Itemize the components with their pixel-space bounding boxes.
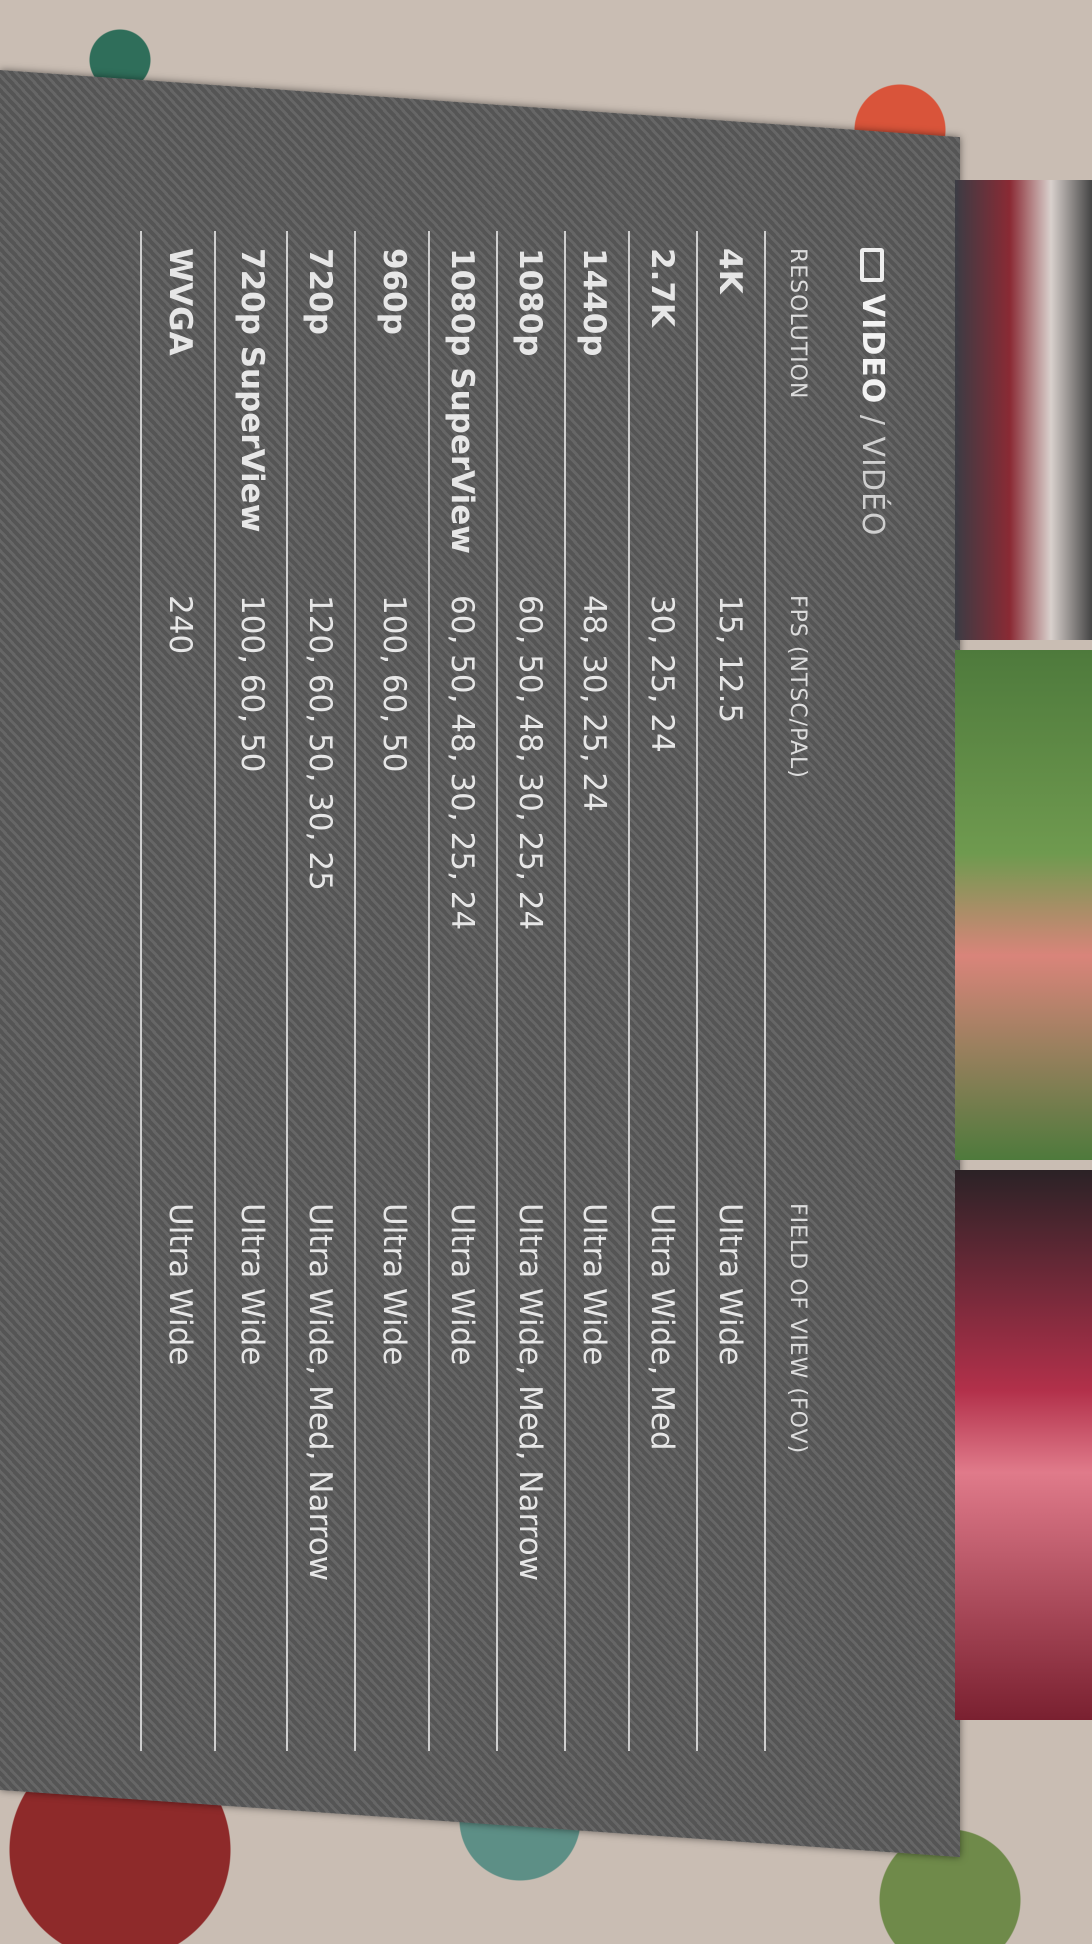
resolution-cell: 1080p SuperView	[444, 248, 480, 554]
table-row: 720p 120, 60, 50, 30, 25 Ultra Wide, Med, …	[284, 211, 352, 1751]
fov-cell: Ultra Wide, Med	[644, 1203, 680, 1451]
table-row: 1440p 48, 30, 25, 24 Ultra Wide	[558, 211, 626, 1751]
resolution-cell: 720p SuperView	[234, 248, 270, 533]
fps-cell: 100, 60, 50	[234, 595, 270, 773]
row-divider	[214, 231, 216, 1751]
resolution-cell: 1440p	[576, 248, 612, 357]
fps-cell: 60, 50, 48, 30, 25, 24	[444, 595, 480, 931]
fov-cell: Ultra Wide, Med, Narrow	[302, 1203, 338, 1582]
fov-cell: Ultra Wide	[234, 1203, 270, 1366]
table-row: 1080p 60, 50, 48, 30, 25, 24 Ultra Wide, M…	[494, 211, 562, 1751]
row-divider	[628, 231, 630, 1751]
row-divider	[286, 231, 288, 1751]
column-header-resolution: RESOLUTION	[785, 248, 810, 400]
fps-cell: 60, 50, 48, 30, 25, 24	[512, 595, 548, 931]
table-title: VIDEO / VIDÉO	[855, 248, 890, 537]
fps-cell: 240	[162, 595, 198, 655]
fov-cell: Ultra Wide	[376, 1203, 412, 1366]
resolution-cell: 960p	[376, 248, 412, 335]
photo-strip	[955, 180, 1092, 1720]
table-row: 4K 15, 12.5 Ultra Wide	[694, 211, 762, 1751]
table-row: WVGA 240 Ultra Wide	[144, 211, 212, 1751]
photo-bike	[955, 180, 1092, 640]
fps-cell: 100, 60, 50	[376, 595, 412, 773]
row-divider	[696, 231, 698, 1751]
fov-cell: Ultra Wide	[162, 1203, 198, 1366]
resolution-cell: WVGA	[162, 248, 198, 356]
row-divider	[354, 231, 356, 1751]
fov-cell: Ultra Wide	[576, 1203, 612, 1366]
row-divider	[564, 231, 566, 1751]
resolution-cell: 1080p	[512, 248, 548, 357]
video-spec-table: VIDEO / VIDÉO RESOLUTION FPS (NTSC/PAL) …	[99, 211, 942, 1771]
row-divider	[764, 231, 766, 1751]
resolution-cell: 2.7K	[644, 248, 680, 327]
table-row: 720p SuperView 100, 60, 50 Ultra Wide	[216, 211, 284, 1751]
resolution-cell: 720p	[302, 248, 338, 335]
table-row: 2.7K 30, 25, 24 Ultra Wide, Med	[626, 211, 694, 1751]
table-row: 1080p SuperView 60, 50, 48, 30, 25, 24 Ult…	[426, 211, 494, 1751]
row-divider	[496, 231, 498, 1751]
resolution-cell: 4K	[712, 248, 748, 294]
fps-cell: 48, 30, 25, 24	[576, 595, 612, 812]
photo-hands	[955, 650, 1092, 1160]
column-header-fps: FPS (NTSC/PAL)	[785, 595, 810, 779]
column-header-fov: FIELD OF VIEW (FOV)	[785, 1203, 810, 1455]
row-divider	[140, 231, 142, 1751]
fps-cell: 120, 60, 50, 30, 25	[302, 595, 338, 891]
fov-cell: Ultra Wide, Med, Narrow	[512, 1203, 548, 1582]
photo-crowd	[955, 1170, 1092, 1720]
table-row: 960p 100, 60, 50 Ultra Wide	[358, 211, 426, 1751]
fps-cell: 30, 25, 24	[644, 595, 680, 753]
fps-cell: 15, 12.5	[712, 595, 748, 724]
fov-cell: Ultra Wide	[712, 1203, 748, 1366]
fov-cell: Ultra Wide	[444, 1203, 480, 1366]
video-camera-icon	[860, 248, 884, 282]
row-divider	[428, 231, 430, 1751]
